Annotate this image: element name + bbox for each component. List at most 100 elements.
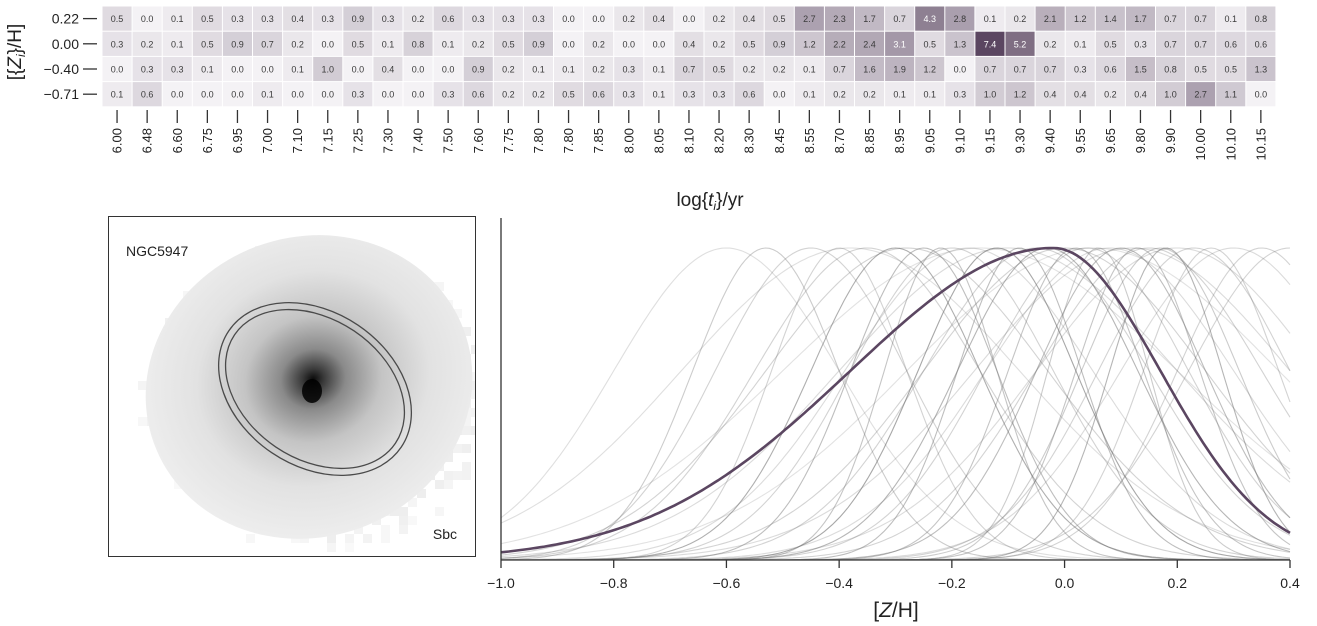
heatmap-cell-value: 0.7 bbox=[984, 65, 997, 75]
heatmap-cell-value: 0.5 bbox=[111, 14, 124, 24]
heatmap-cell bbox=[132, 6, 162, 31]
heatmap-cell bbox=[1095, 56, 1125, 82]
heatmap-cell-value: 0.9 bbox=[352, 14, 365, 24]
heatmap-cell-value: 0.1 bbox=[171, 39, 184, 49]
galaxy-pixel bbox=[354, 525, 363, 534]
background-curve bbox=[500, 247, 1290, 561]
galaxy-pixel bbox=[462, 471, 471, 480]
heatmap-cell-value: 1.7 bbox=[863, 14, 876, 24]
heatmap-col-label: 9.90 bbox=[1163, 128, 1178, 153]
heatmap-cell-value: 0.1 bbox=[532, 65, 545, 75]
age-metallicity-heatmap: 0.5 0.0 0.1 0.5 0.3 0.3 0.4 0.3 0.9 0.3 0.2 0.6 0.3 0… bbox=[5, 6, 1276, 210]
heatmap-cell bbox=[1095, 6, 1125, 31]
heatmap-column-labels: 6.00 6.48 6.60 6.75 6.95 7.00 7.10 7.15 7.25 7.30… bbox=[110, 110, 1268, 161]
heatmap-cell bbox=[1216, 56, 1246, 82]
heatmap-cell-value: 0.3 bbox=[442, 90, 455, 100]
background-curve bbox=[500, 247, 1291, 545]
heatmap-cell-value: 0.1 bbox=[653, 90, 666, 100]
heatmap-cell bbox=[674, 31, 704, 56]
heatmap-cell bbox=[1216, 6, 1246, 31]
background-curve bbox=[500, 247, 1291, 556]
heatmap-cell bbox=[1005, 31, 1035, 56]
heatmap-cell bbox=[704, 31, 734, 56]
heatmap-cell bbox=[433, 56, 463, 82]
heatmap-cell-value: 5.2 bbox=[1014, 39, 1027, 49]
galaxy-body bbox=[145, 235, 473, 539]
heatmap-cell-value: 1.4 bbox=[1104, 14, 1117, 24]
background-curve bbox=[500, 247, 1290, 561]
heatmap-cell-value: 0.3 bbox=[321, 14, 334, 24]
galaxy-pixel bbox=[381, 534, 390, 543]
heatmap-cell bbox=[584, 31, 614, 56]
heatmap-cell bbox=[283, 31, 313, 56]
heatmap-cell bbox=[1186, 6, 1216, 31]
x-axis-ticks: −1.0 −0.8 −0.6 −0.4 −0.2 0.0 0.2 0.4 bbox=[487, 560, 1300, 591]
x-tick-label: −0.4 bbox=[825, 575, 853, 591]
galaxy-pixel bbox=[408, 516, 417, 525]
heatmap-cell bbox=[433, 82, 463, 107]
heatmap-cell bbox=[1125, 6, 1155, 31]
heatmap-cell bbox=[102, 82, 132, 107]
heatmap-cell-value: 1.3 bbox=[1255, 65, 1268, 75]
heatmap-cell-value: 0.0 bbox=[592, 14, 605, 24]
background-curve bbox=[501, 247, 1291, 561]
heatmap-cell-value: 0.3 bbox=[713, 90, 726, 100]
heatmap-cell-value: 0.0 bbox=[291, 90, 304, 100]
heatmap-cell bbox=[162, 31, 192, 56]
heatmap-cell-value: 0.2 bbox=[713, 14, 726, 24]
heatmap-cell-value: 0.2 bbox=[773, 65, 786, 75]
heatmap-cell bbox=[734, 6, 764, 31]
heatmap-cell bbox=[794, 6, 824, 31]
x-tick-label: −1.0 bbox=[487, 575, 515, 591]
heatmap-cell-value: 0.6 bbox=[743, 90, 756, 100]
galaxy-image bbox=[138, 235, 475, 552]
heatmap-cell-value: 0.3 bbox=[954, 90, 967, 100]
background-curve bbox=[501, 247, 1291, 561]
heatmap-cell-value: 0.0 bbox=[321, 90, 334, 100]
heatmap-cell bbox=[373, 56, 403, 82]
heatmap-cell-value: 0.5 bbox=[923, 39, 936, 49]
heatmap-y-axis-label: [{Zi}/H] bbox=[5, 24, 28, 81]
heatmap-cell bbox=[704, 82, 734, 107]
heatmap-cell-value: 0.5 bbox=[201, 14, 214, 24]
galaxy-pixel bbox=[390, 507, 399, 516]
galaxy-pixel bbox=[471, 426, 475, 435]
galaxy-name-label: NGC5947 bbox=[126, 243, 189, 259]
heatmap-x-axis-label: log{tj}/yr bbox=[676, 190, 744, 210]
background-curve bbox=[501, 247, 1291, 561]
heatmap-cell-value: 0.1 bbox=[382, 39, 395, 49]
heatmap-cell-value: 0.0 bbox=[442, 65, 455, 75]
heatmap-cell-value: 0.3 bbox=[622, 65, 635, 75]
heatmap-cell bbox=[764, 6, 794, 31]
galaxy-pixel bbox=[435, 282, 444, 291]
heatmap-cell bbox=[523, 56, 553, 82]
heatmap-cell bbox=[885, 56, 915, 82]
heatmap-cell bbox=[764, 31, 794, 56]
heatmap-cell bbox=[102, 6, 132, 31]
heatmap-cell-value: 0.4 bbox=[653, 14, 666, 24]
galaxy-pixel bbox=[345, 543, 354, 552]
galaxy-pixel bbox=[138, 381, 147, 390]
heatmap-cell bbox=[403, 31, 433, 56]
heatmap-cell-value: 1.3 bbox=[954, 39, 967, 49]
heatmap-cell bbox=[885, 82, 915, 107]
background-curve bbox=[501, 247, 1291, 561]
heatmap-cell-value: 0.2 bbox=[1014, 14, 1027, 24]
heatmap-cell-value: 0.0 bbox=[231, 65, 244, 75]
heatmap-cell bbox=[794, 56, 824, 82]
heatmap-cell-value: 0.1 bbox=[1224, 14, 1237, 24]
heatmap-cell-value: 0.5 bbox=[773, 14, 786, 24]
background-curve bbox=[501, 247, 1291, 561]
background-curve bbox=[501, 247, 1290, 561]
galaxy-pixel bbox=[408, 498, 417, 507]
aperture-ellipse-outer bbox=[217, 301, 413, 477]
heatmap-cell bbox=[824, 31, 854, 56]
heatmap-cell-value: 0.2 bbox=[713, 39, 726, 49]
heatmap-cell-value: 0.7 bbox=[1044, 65, 1057, 75]
background-curve bbox=[501, 247, 1291, 561]
background-curve bbox=[501, 247, 1290, 561]
background-curve bbox=[501, 247, 1290, 561]
heatmap-cell bbox=[975, 56, 1005, 82]
heatmap-col-label: 9.30 bbox=[1013, 128, 1028, 153]
heatmap-cell bbox=[343, 31, 373, 56]
